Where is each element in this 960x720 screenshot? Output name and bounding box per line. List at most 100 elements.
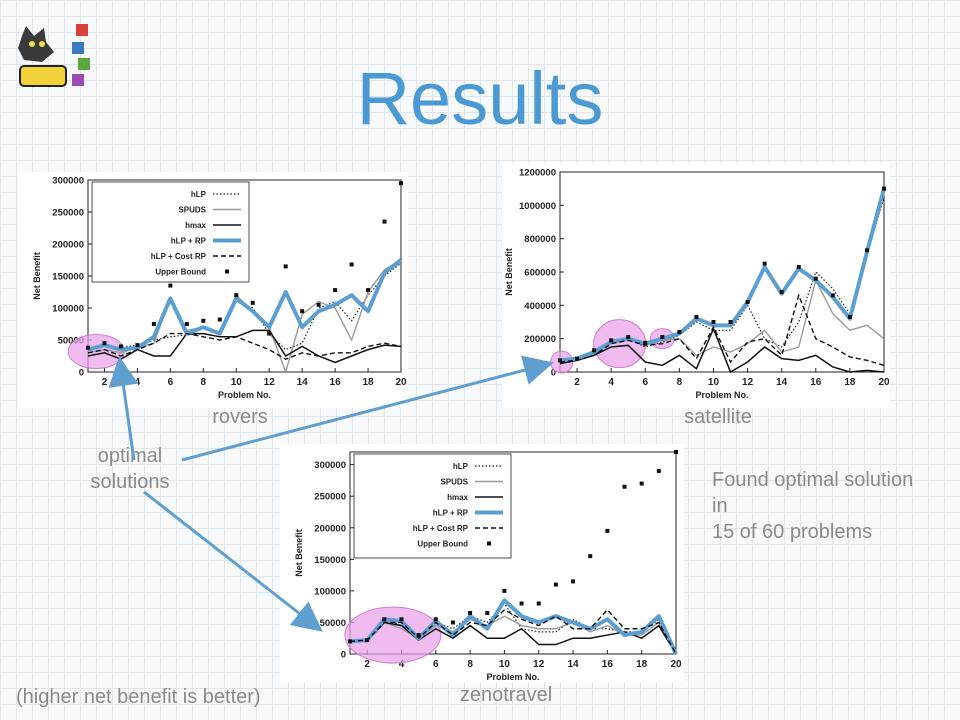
upper-bound-point [639, 481, 644, 486]
x-tick-label: 8 [677, 377, 683, 388]
x-axis-label: Problem No. [486, 672, 539, 682]
satellite-chart: 0 200000 400000 600000 800000 1000000 1200000 2… [502, 162, 890, 408]
x-tick-label: 16 [602, 659, 614, 670]
upper-bound-point [847, 315, 852, 319]
upper-bound-point [575, 356, 580, 361]
series-line-hlp-rp [559, 188, 886, 363]
upper-bound-point [184, 322, 189, 326]
x-axis-label: Problem No. [218, 390, 271, 400]
upper-bound-point [711, 320, 716, 324]
x-tick-label: 4 [399, 659, 405, 670]
upper-bound-point [348, 639, 352, 644]
finding-text: Found optimal solution in 15 of 60 probl… [712, 467, 952, 545]
upper-bound-point [118, 344, 123, 349]
series-line-hlp-rp [349, 598, 678, 655]
x-tick-label: 4 [608, 377, 614, 388]
x-tick-label: 20 [878, 377, 890, 388]
asu-logo [18, 24, 90, 87]
x-tick-label: 2 [364, 659, 370, 670]
upper-bound-point [553, 582, 558, 587]
x-tick-label: 6 [642, 377, 648, 388]
upper-bound-point [677, 330, 682, 334]
upper-bound-point [626, 335, 631, 339]
upper-bound-point [536, 601, 541, 606]
upper-bound-point [745, 300, 750, 304]
legend-label-upper-bound: Upper Bound [417, 540, 468, 549]
y-tick-label: 100000 [52, 304, 84, 315]
x-tick-label: 16 [330, 377, 342, 388]
x-tick-label: 2 [102, 377, 108, 388]
upper-bound-point [656, 468, 661, 473]
upper-bound-point [796, 265, 801, 269]
upper-bound-point [643, 340, 648, 345]
y-tick-label: 0 [79, 368, 84, 379]
x-tick-label: 18 [362, 377, 374, 388]
logo-block-red [76, 24, 88, 36]
series-line-hlp-cost-rp [349, 608, 677, 655]
upper-bound-point [399, 617, 404, 622]
legend-label-hmax: hmax [185, 221, 206, 230]
x-tick-label: 12 [742, 377, 754, 388]
y-tick-label: 50000 [320, 618, 346, 629]
upper-bound-point [502, 588, 507, 593]
finding-line-3: 15 of 60 problems [712, 521, 873, 543]
y-tick-label: 150000 [314, 555, 346, 566]
x-tick-label: 12 [533, 659, 545, 670]
logo-cat [18, 26, 67, 87]
series-line-hmax [559, 326, 885, 374]
upper-bound-point [217, 317, 222, 322]
y-tick-label: 150000 [52, 272, 84, 283]
legend-label-spuds: SPUDS [178, 206, 206, 215]
caption-zenotravel: zenotravel [459, 684, 553, 706]
upper-bound-point [201, 318, 206, 323]
upper-bound-point [382, 219, 387, 224]
optimal-solutions-callout: optimal solutions [80, 443, 180, 495]
upper-bound-point [250, 300, 255, 305]
optimal-highlight [344, 606, 442, 664]
logo-block-blue [72, 42, 84, 54]
x-tick-label: 20 [395, 377, 407, 388]
logo-block-purple [72, 74, 84, 86]
x-tick-label: 18 [636, 659, 648, 670]
upper-bound-point [349, 262, 354, 267]
x-tick-label: 20 [670, 659, 682, 670]
slide-title: Results [356, 57, 604, 140]
upper-bound-point [588, 554, 593, 559]
upper-bound-point [86, 345, 90, 350]
x-tick-label: 10 [231, 377, 243, 388]
upper-bound-point [416, 633, 421, 638]
finding-line-1: Found optimal solution [712, 469, 914, 491]
upper-bound-point [571, 579, 576, 584]
y-axis-label: Net Benefit [294, 529, 304, 577]
upper-bound-point [300, 309, 305, 314]
legend-label-spuds: SPUDS [440, 478, 468, 487]
x-tick-label: 6 [168, 377, 174, 388]
upper-bound-point [762, 261, 767, 266]
x-tick-label: 18 [844, 377, 856, 388]
upper-bound-point [779, 290, 784, 294]
caption-satellite: satellite [684, 406, 752, 428]
upper-bound-point [558, 358, 562, 363]
upper-bound-point [450, 620, 455, 625]
series-line-hlp-cost-rp [87, 332, 402, 360]
x-tick-label: 14 [567, 659, 579, 670]
upper-bound-point [674, 450, 678, 454]
upper-bound-point [813, 276, 818, 281]
upper-bound-point [694, 315, 699, 319]
upper-bound-point [609, 338, 614, 343]
x-tick-label: 2 [574, 377, 580, 388]
zenotravel-chart: 0 50000 100000 150000 200000 250000 300000 2 4 6 8… [280, 444, 684, 682]
upper-bound-point [468, 610, 473, 615]
legend-label-upper-bound: Upper Bound [155, 268, 206, 277]
upper-bound-point [234, 293, 239, 298]
legend-box [91, 181, 250, 283]
y-tick-label: 600000 [524, 268, 556, 279]
x-tick-label: 8 [467, 659, 473, 670]
upper-bound-point [333, 288, 338, 293]
upper-bound-point [605, 528, 610, 533]
y-tick-label: 250000 [52, 208, 84, 219]
legend-label-hlp: hLP [191, 190, 207, 199]
legend-label-hlp-cost-rp: hLP + Cost RP [413, 524, 469, 533]
x-tick-label: 14 [297, 377, 309, 388]
upper-bound-point [882, 186, 886, 191]
